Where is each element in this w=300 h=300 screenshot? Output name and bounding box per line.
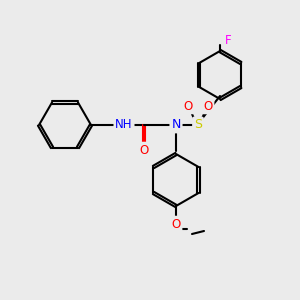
Text: O: O <box>183 100 193 112</box>
Text: O: O <box>171 218 181 230</box>
Text: O: O <box>140 143 148 157</box>
Text: S: S <box>194 118 202 131</box>
Text: NH: NH <box>115 118 133 131</box>
Text: O: O <box>203 100 213 112</box>
Text: N: N <box>171 118 181 131</box>
Text: F: F <box>225 34 231 47</box>
